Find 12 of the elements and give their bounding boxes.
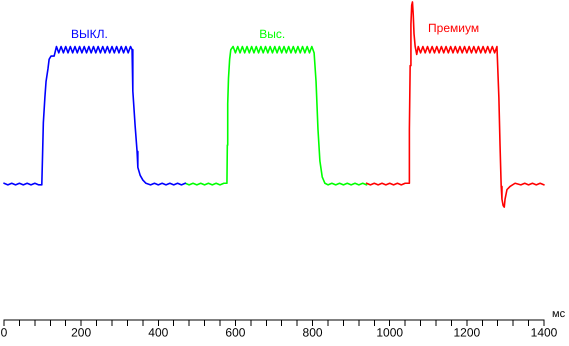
x-tick-label: 1000 xyxy=(376,326,404,340)
series-label: Выс. xyxy=(259,27,286,42)
x-tick-label: 200 xyxy=(71,326,92,340)
x-tick-label: 1400 xyxy=(530,326,558,340)
x-axis-title: мс xyxy=(552,308,566,320)
x-tick-label: 600 xyxy=(225,326,246,340)
x-tick-label: 800 xyxy=(302,326,323,340)
x-tick-label: 1200 xyxy=(454,326,481,340)
x-tick-label: 400 xyxy=(148,326,169,340)
series-label: Премиум xyxy=(428,20,480,35)
x-tick-label: 0 xyxy=(0,326,8,340)
series-label: ВЫКЛ. xyxy=(71,27,108,42)
